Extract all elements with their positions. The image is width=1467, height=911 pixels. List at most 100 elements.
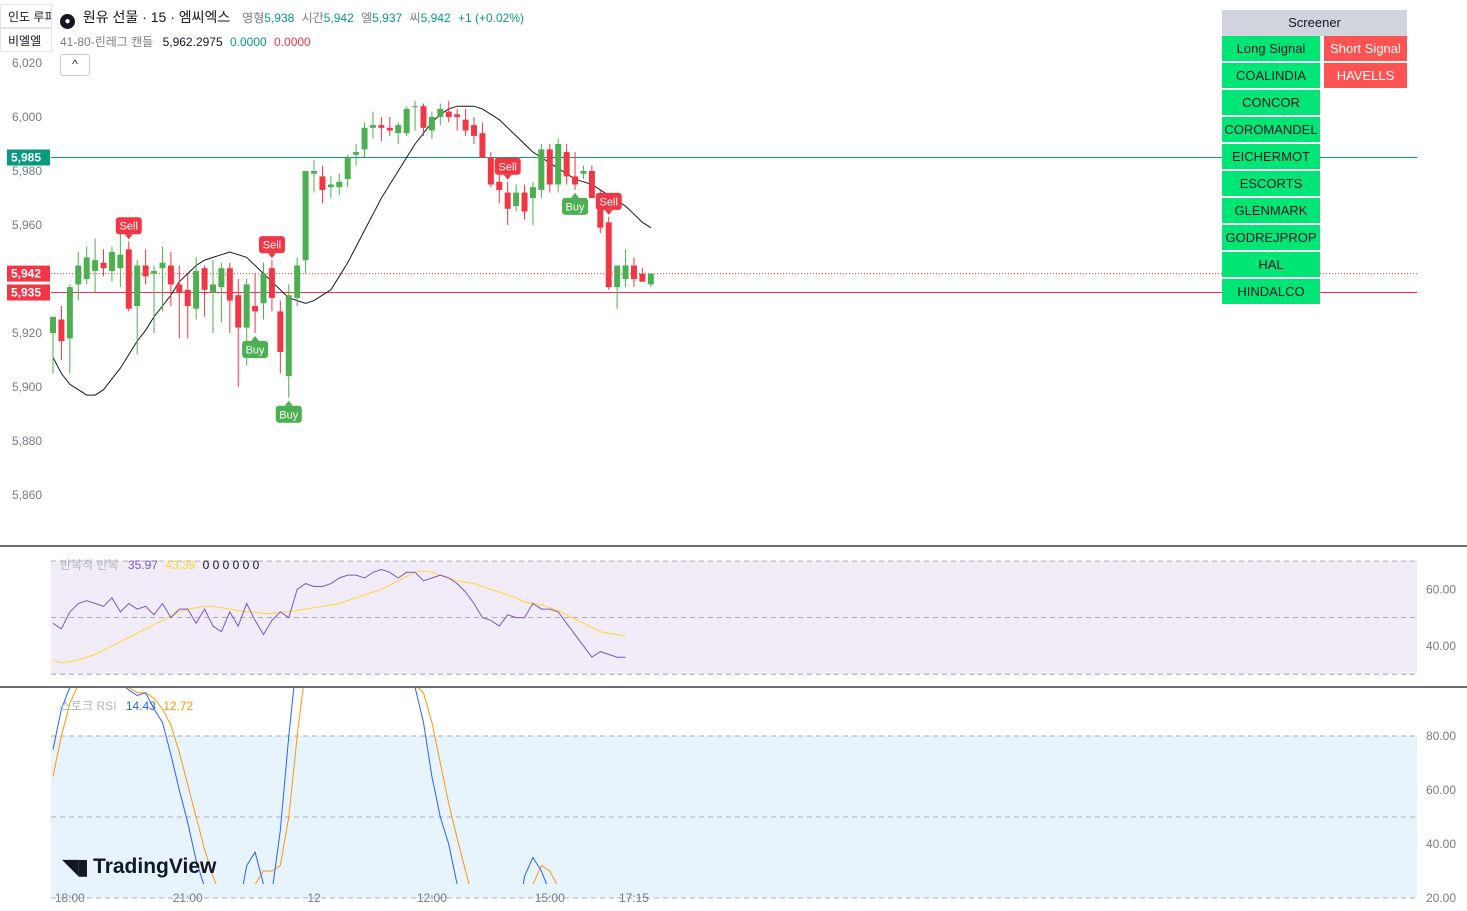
candle [142, 249, 149, 285]
stoch-legend[interactable]: 스토크 RSI 14.43 12.72 [60, 697, 193, 714]
candle-body [83, 257, 90, 279]
candle [378, 117, 385, 142]
candle [311, 160, 318, 193]
candle [513, 184, 520, 212]
candle [58, 306, 65, 360]
candle [555, 138, 562, 193]
long-signal-symbol[interactable]: HAL [1222, 252, 1320, 279]
empty-cell [1324, 144, 1407, 171]
candle-body [58, 319, 65, 342]
long-signal-symbol[interactable]: COALINDIA [1222, 63, 1320, 90]
long-signal-symbol[interactable]: EICHERMOT [1222, 144, 1320, 171]
candle-body [176, 284, 183, 293]
exchange-box[interactable]: 비엘엘 [0, 28, 52, 52]
candle [428, 111, 435, 139]
candle-body [100, 262, 107, 269]
long-signal-symbol[interactable]: HINDALCO [1222, 279, 1320, 306]
signal-label-bg [258, 236, 285, 254]
screener-row: EICHERMOT [1222, 144, 1407, 171]
long-signal-symbol[interactable]: CONCOR [1222, 90, 1320, 117]
long-signal-header: Long Signal [1222, 36, 1320, 63]
sell-signal: Sell [258, 236, 285, 259]
candle-body [201, 268, 208, 290]
stoch-lines [52, 688, 558, 884]
candle [193, 257, 200, 320]
indicator-legend[interactable]: 41-80-린레그 캔들 5,962.2975 0.0000 0.0000 [60, 35, 311, 49]
chevron-up-icon: ^ [72, 57, 78, 71]
candle-body [142, 265, 149, 277]
candle-body [529, 187, 536, 198]
candle [639, 268, 646, 282]
candle [462, 108, 469, 136]
stoch-d-value: 12.72 [163, 699, 194, 713]
currency-box[interactable]: 인도 루피 [0, 4, 52, 28]
buy-signal: Buy [275, 400, 302, 423]
candle-body [437, 108, 444, 117]
candle-body [378, 125, 385, 128]
long-signal-symbol[interactable]: GLENMARK [1222, 198, 1320, 225]
candle [403, 106, 410, 136]
price-badge-bg [7, 284, 50, 301]
stoch-tick-label: 60.00 [1426, 783, 1456, 797]
rsi-tick-label: 60.00 [1426, 582, 1456, 596]
candle-body [209, 284, 216, 293]
candle [479, 122, 486, 158]
signal-pointer [124, 234, 133, 240]
candle [454, 108, 461, 131]
price-badge-label: 5,935 [11, 286, 41, 300]
candle [159, 246, 166, 312]
candle [134, 260, 141, 355]
candle [66, 284, 73, 374]
signal-label-bg [494, 157, 521, 175]
rsi-name: 반복적 반복 [60, 558, 119, 572]
rsi-value: 35.97 [127, 558, 158, 572]
screener-header-row: Long Signal Short Signal [1222, 36, 1407, 63]
candle-body [353, 152, 360, 155]
empty-cell [1324, 90, 1407, 117]
candle [572, 152, 579, 190]
time-tick-label: 12 [307, 891, 321, 905]
candle-body [361, 127, 368, 150]
long-signal-symbol[interactable]: GODREJPROP [1222, 225, 1320, 252]
candle [218, 262, 225, 323]
candle [521, 184, 528, 220]
candle-body [597, 198, 604, 228]
short-signal-symbol[interactable]: HAVELLS [1324, 63, 1407, 90]
signal-text: Sell [120, 221, 138, 233]
candle [605, 216, 612, 290]
candle-body [412, 106, 419, 108]
candle-body [580, 171, 587, 174]
long-signal-symbol[interactable]: ESCORTS [1222, 171, 1320, 198]
candle-body [588, 171, 595, 198]
candle [336, 173, 343, 196]
candle [386, 117, 393, 136]
collapse-legend-button[interactable]: ^ [60, 54, 90, 76]
rsi-legend[interactable]: 반복적 반복 35.97 43.39 0 0 0 0 0 0 [60, 556, 259, 573]
candle-body [614, 265, 621, 288]
candle [92, 238, 99, 293]
candle [344, 154, 351, 188]
rsi-ma-value: 43.39 [165, 558, 196, 572]
long-signal-symbol[interactable]: COROMANDEL [1222, 117, 1320, 144]
tradingview-logo[interactable]: ◥▮ TradingView [62, 854, 216, 880]
screener-row: CONCOR [1222, 90, 1407, 117]
candle-body [420, 106, 427, 128]
empty-cell [1324, 252, 1407, 279]
candle-body [134, 265, 141, 306]
signal-text: Sell [263, 240, 281, 252]
symbol-legend: ● 원유 선물 · 15 · 엠씨엑스 영형5,938 시간5,942 엘5,9… [60, 7, 524, 29]
candle-body [462, 119, 469, 131]
candle [83, 246, 90, 285]
candle [630, 257, 637, 288]
candle [167, 252, 174, 306]
candle-body [75, 265, 82, 285]
empty-cell [1324, 225, 1407, 252]
price-tick-label: 5,900 [12, 380, 42, 394]
candle-body [521, 192, 528, 212]
time-tick-label: 18:00 [55, 891, 85, 905]
candle [108, 246, 115, 282]
symbol-title[interactable]: 원유 선물 · 15 · 엠씨엑스 [82, 9, 231, 25]
candle-body [184, 289, 191, 306]
empty-cell [1324, 279, 1407, 306]
